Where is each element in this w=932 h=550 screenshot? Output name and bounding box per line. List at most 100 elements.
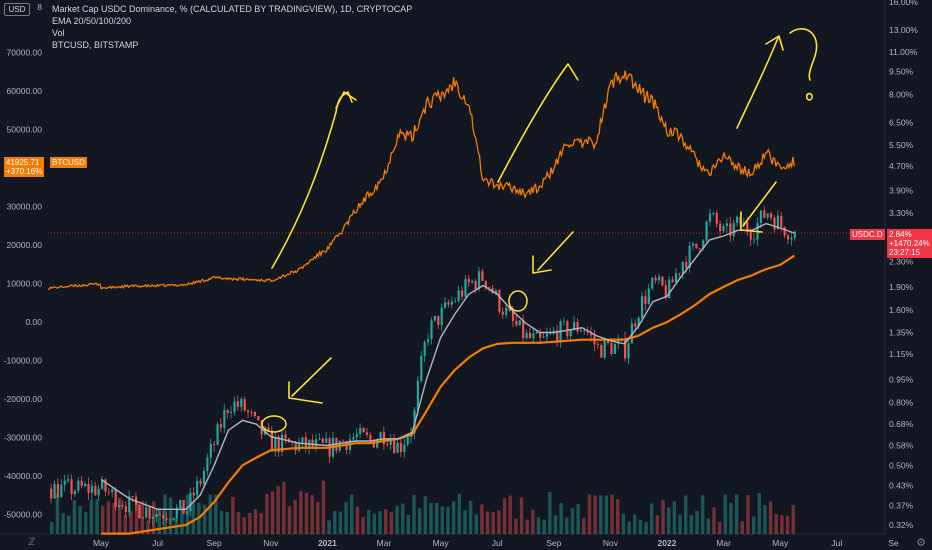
volume-bar [72,500,77,534]
volume-bar [740,521,744,534]
candle-body [668,279,671,299]
legend-symbol-title[interactable]: Market Cap USDC Dominance, % (CALCULATED… [52,4,413,14]
volume-bar [491,512,495,534]
right-axis-tick-label: 1.60% [889,305,914,315]
candle-body [773,217,776,230]
left-axis-tick-label: 70000.00 [7,48,43,58]
candle-body [247,410,250,412]
candle-body [494,290,498,294]
candle-body [708,213,712,222]
candle-body [793,231,796,238]
candle-body [443,302,447,308]
right-axis-tick-label: 0.80% [889,398,914,408]
volume-bar [423,496,428,534]
candle-body [481,271,484,281]
candle-body [698,248,701,250]
volume-bar [350,494,354,534]
volume-bar [378,511,382,534]
candle-body [94,485,97,496]
volume-bar [683,495,688,534]
volume-bar [672,501,677,534]
annotation-arrowhead-down-3 [740,211,763,233]
volume-bar [304,492,309,534]
candle-body [342,441,345,442]
candle-body [162,515,165,519]
timezone-icon[interactable]: ℤ [28,537,36,548]
candle-body [569,330,572,337]
annotation-question-dot [805,92,813,101]
right-axis-tick-label: 0.37% [889,501,914,511]
volume-bar [604,495,609,534]
candle-body [640,296,644,318]
ema-fast-line [100,222,795,510]
volume-bar [157,507,161,534]
candle-body [759,210,763,223]
volume-bar [231,496,235,534]
candle-body [114,489,117,508]
candle-body [297,442,301,451]
candle-body [576,322,579,332]
candle-body [695,243,698,249]
candle-body [362,428,365,433]
volume-bar [89,499,94,534]
volume-bar [446,506,450,534]
right-axis-tick-label: 0.58% [889,440,914,450]
candle-body [753,239,756,241]
candle-body [674,273,678,283]
volume-bar [361,517,365,534]
legend-btcusd[interactable]: BTCUSD, BITSTAMP [52,40,139,50]
volume-bar [259,513,263,534]
candle-body [539,332,542,338]
volume-bar [774,514,778,534]
candle-body [746,221,749,233]
volume-bar [287,506,292,534]
volume-bar [700,495,705,534]
candle-body [722,226,725,232]
annotation-arrowhead-down-1 [288,381,323,404]
candle-body [386,444,389,445]
volume-bar [208,494,212,534]
candle-body [70,479,73,495]
volume-bar [621,513,626,534]
x-axis-tick-label: May [433,538,450,548]
candle-body [681,262,684,274]
candle-body [712,213,715,214]
candle-body [202,470,206,484]
volume-bar [463,510,467,534]
candle-body [209,444,212,458]
candle-body [148,507,151,519]
left-axis-tick-label: -20000.00 [4,394,43,404]
candle-body [240,399,243,407]
candle-body [522,320,525,339]
x-axis-tick-label: 2021 [318,538,337,548]
candle-body [664,285,667,299]
volume-bar [333,511,337,534]
candle-body [355,434,358,438]
currency-button[interactable]: USD [4,3,30,16]
volume-bar [791,505,795,534]
volume-bar [236,512,241,534]
candle-body [644,296,647,304]
settings-gear-icon[interactable]: ⚙ [916,537,926,549]
volume-bar [417,508,422,534]
candle-body [216,424,219,445]
right-axis-tick-label: 13.00% [889,25,918,35]
right-axis-tick-label: 1.15% [889,349,914,359]
candle-body [416,380,420,411]
candle-body [447,302,450,305]
candle-body [474,280,477,290]
volume-bar [395,506,399,534]
legend-vol[interactable]: Vol [52,28,65,38]
annotation-arrowhead-down-2 [532,255,552,274]
candle-body [786,235,790,240]
candle-body [528,332,532,339]
volume-bar [565,517,569,534]
candle-body [623,338,627,359]
x-axis-tick-label: Sep [546,538,561,548]
legend-ema[interactable]: EMA 20/50/100/200 [52,16,132,26]
volume-bar [78,506,82,534]
candle-body [97,488,100,496]
candle-body [505,307,508,315]
candle-body [56,484,60,498]
